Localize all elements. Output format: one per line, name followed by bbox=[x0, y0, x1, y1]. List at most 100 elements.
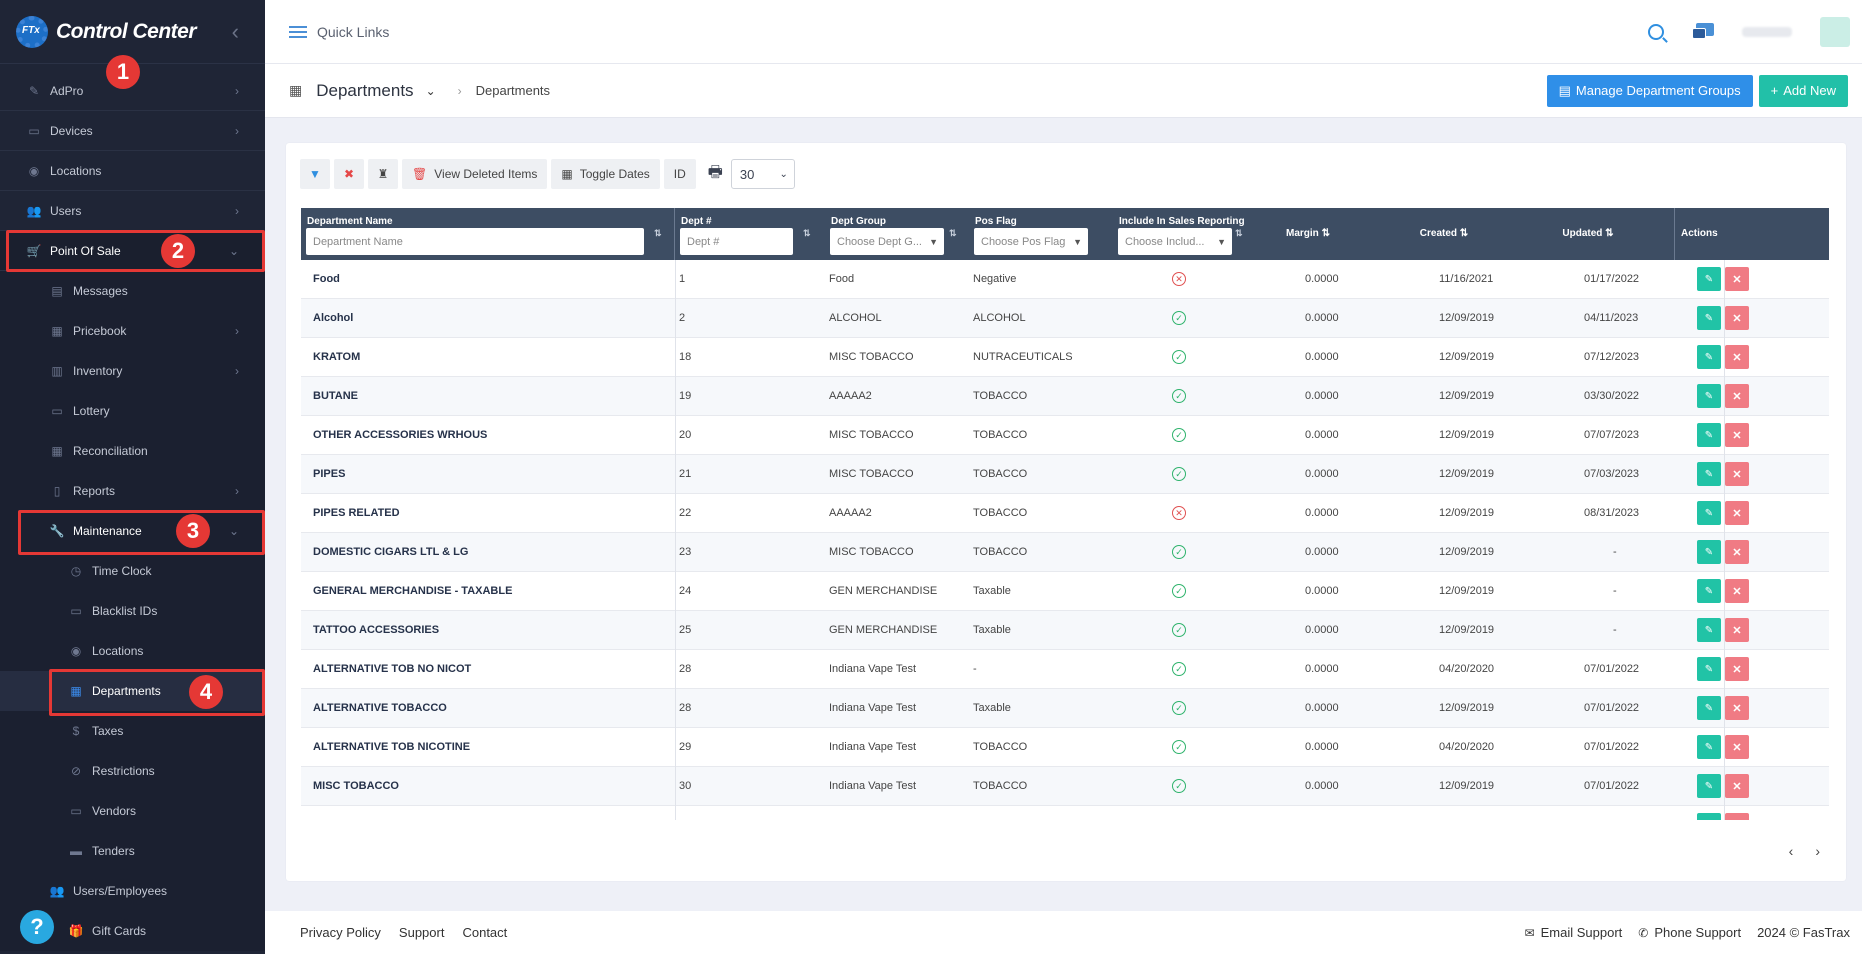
sidebar-item-lottery[interactable]: ▭ Lottery bbox=[0, 391, 265, 431]
sidebar-item-restrictions[interactable]: ⊘ Restrictions bbox=[0, 751, 265, 791]
avatar[interactable] bbox=[1820, 16, 1850, 47]
include-filter-select[interactable]: Choose Includ... ▼ bbox=[1118, 228, 1232, 255]
edit-button[interactable]: ✎ bbox=[1697, 774, 1721, 798]
table-row[interactable]: Alcohol 2 ALCOHOL ALCOHOL ✓ 0.0000 12/09/2019 0… bbox=[301, 299, 1829, 338]
department-name[interactable]: DOMESTIC CIGARS LTL & LG bbox=[313, 546, 469, 558]
table-row[interactable]: TATTOO ACCESSORIES 25 GEN MERCHANDISE Taxab… bbox=[301, 611, 1829, 650]
table-row[interactable]: ALTERNATIVE TOB NICOTINE 29 Indiana Vape T… bbox=[301, 728, 1829, 767]
delete-button[interactable]: ✕ bbox=[1725, 267, 1749, 291]
sort-icon[interactable]: ⇅ bbox=[1235, 228, 1243, 238]
edit-button[interactable]: ✎ bbox=[1697, 540, 1721, 564]
edit-button[interactable]: ✎ bbox=[1697, 657, 1721, 681]
delete-button[interactable]: ✕ bbox=[1725, 540, 1749, 564]
delete-button[interactable]: ✕ bbox=[1725, 501, 1749, 525]
sidebar-item-users-employees[interactable]: 👥 Users/Employees bbox=[0, 871, 265, 911]
sidebar-item-reports[interactable]: ▯ Reports › bbox=[0, 471, 265, 511]
sidebar-item-maint-locations[interactable]: ◉ Locations bbox=[0, 631, 265, 671]
sidebar-item-pricebook[interactable]: ▦ Pricebook › bbox=[0, 311, 265, 351]
id-button[interactable]: ID bbox=[663, 159, 696, 189]
search-icon[interactable] bbox=[1648, 23, 1664, 40]
table-row[interactable]: OTHER ACCESSORIES WRHOUS 20 MISC TOBACCO TO… bbox=[301, 416, 1829, 455]
department-name[interactable]: ALTERNATIVE TOBACCO bbox=[313, 702, 447, 714]
sidebar-item-time-clock[interactable]: ◷ Time Clock bbox=[0, 551, 265, 591]
department-name[interactable]: OTHER ACCESSORIES WRHOUS bbox=[313, 429, 488, 441]
sidebar-item-reconciliation[interactable]: ▦ Reconciliation bbox=[0, 431, 265, 471]
menu-icon[interactable] bbox=[289, 23, 307, 41]
delete-button[interactable]: ✕ bbox=[1725, 579, 1749, 603]
user-name[interactable] bbox=[1742, 26, 1792, 37]
support-link[interactable]: Support bbox=[398, 925, 445, 940]
table-row[interactable]: PIPES RELATED 22 AAAAA2 TOBACCO ✕ 0.0000 12/09… bbox=[301, 494, 1829, 533]
edit-button[interactable]: ✎ bbox=[1697, 462, 1721, 486]
help-button[interactable]: ? bbox=[20, 910, 54, 944]
sidebar-item-maintenance[interactable]: 🔧 Maintenance ⌄ bbox=[0, 511, 265, 551]
toggle-dates-button[interactable]: ▦ Toggle Dates bbox=[551, 159, 660, 189]
table-row[interactable]: MISC TOBACCO 30 Indiana Vape Test TOBACCO ✓ 0… bbox=[301, 767, 1829, 806]
table-row[interactable]: KRATOM 18 MISC TOBACCO NUTRACEUTICALS ✓ 0.000… bbox=[301, 338, 1829, 377]
edit-button[interactable]: ✎ bbox=[1697, 306, 1721, 330]
column-updated[interactable]: Updated ⇅ bbox=[1519, 208, 1675, 260]
sidebar-item-inventory[interactable]: ▥ Inventory › bbox=[0, 351, 265, 391]
column-created[interactable]: Created ⇅ bbox=[1369, 208, 1519, 260]
delete-button[interactable]: ✕ bbox=[1725, 618, 1749, 642]
department-name[interactable]: Food bbox=[313, 273, 340, 285]
edit-button[interactable]: ✎ bbox=[1697, 501, 1721, 525]
table-row[interactable]: ALTERNATIVE TOBACCO 28 Indiana Vape Test Ta… bbox=[301, 689, 1829, 728]
sidebar-item-blacklist-ids[interactable]: ▭ Blacklist IDs bbox=[0, 591, 265, 631]
clear-filter-button[interactable]: ✖ bbox=[334, 159, 364, 189]
edit-button[interactable]: ✎ bbox=[1697, 618, 1721, 642]
table-row[interactable]: BUTANE 19 AAAAA2 TOBACCO ✓ 0.0000 12/09/2019 03… bbox=[301, 377, 1829, 416]
department-name[interactable]: PIPES bbox=[313, 468, 346, 480]
sidebar-item-adpro[interactable]: ✎ AdPro › bbox=[0, 71, 265, 111]
quick-links[interactable]: Quick Links bbox=[317, 23, 390, 40]
edit-button[interactable]: ✎ bbox=[1697, 735, 1721, 759]
delete-button[interactable]: ✕ bbox=[1725, 696, 1749, 720]
department-name[interactable]: ALTERNATIVE TOB NICOTINE bbox=[313, 741, 471, 753]
department-name[interactable]: Alcohol bbox=[313, 312, 354, 324]
add-new-button[interactable]: + Add New bbox=[1758, 74, 1848, 107]
sort-icon[interactable]: ⇅ bbox=[949, 228, 957, 238]
phone-support-link[interactable]: ✆ Phone Support bbox=[1638, 925, 1742, 940]
edit-button[interactable] bbox=[1697, 813, 1721, 820]
table-row[interactable]: DOMESTIC CIGARS LTL & LG 23 MISC TOBACCO TO… bbox=[301, 533, 1829, 572]
department-name-filter-input[interactable]: Department Name bbox=[306, 228, 644, 255]
edit-button[interactable]: ✎ bbox=[1697, 696, 1721, 720]
edit-button[interactable]: ✎ bbox=[1697, 423, 1721, 447]
dept-num-filter-input[interactable]: Dept # bbox=[680, 228, 793, 255]
table-row[interactable]: GENERAL MERCHANDISE - TAXABLE 24 GEN MERCH… bbox=[301, 572, 1829, 611]
department-name[interactable]: KRATOM bbox=[313, 351, 361, 363]
table-row[interactable]: ALTERNATIVE TOB NO NICOT 28 Indiana Vape T… bbox=[301, 650, 1829, 689]
sidebar-item-locations[interactable]: ◉ Locations bbox=[0, 151, 265, 191]
incognito-button[interactable]: ♜ bbox=[368, 159, 398, 189]
delete-button[interactable]: ✕ bbox=[1725, 306, 1749, 330]
department-name[interactable]: MISC TOBACCO bbox=[313, 780, 399, 792]
delete-button[interactable]: ✕ bbox=[1725, 735, 1749, 759]
delete-button[interactable]: ✕ bbox=[1725, 423, 1749, 447]
department-name[interactable]: GENERAL MERCHANDISE - TAXABLE bbox=[313, 585, 513, 597]
department-name[interactable]: TATTOO ACCESSORIES bbox=[313, 624, 440, 636]
collapse-sidebar-icon[interactable]: ‹ bbox=[231, 18, 239, 44]
sidebar-item-vendors[interactable]: ▭ Vendors bbox=[0, 791, 265, 831]
view-deleted-button[interactable]: 🗑 View Deleted Items bbox=[402, 159, 548, 189]
table-row[interactable]: Food 1 Food Negative ✕ 0.0000 11/16/2021 01/17/… bbox=[301, 260, 1829, 299]
table-row[interactable] bbox=[301, 806, 1829, 820]
edit-button[interactable]: ✎ bbox=[1697, 384, 1721, 408]
next-page-icon[interactable]: › bbox=[1815, 843, 1820, 859]
monitor-icon[interactable] bbox=[1692, 22, 1714, 41]
manage-department-groups-button[interactable]: ▤ Manage Department Groups bbox=[1546, 74, 1753, 107]
delete-button[interactable]: ✕ bbox=[1725, 345, 1749, 369]
edit-button[interactable]: ✎ bbox=[1697, 579, 1721, 603]
delete-button[interactable]: ✕ bbox=[1725, 384, 1749, 408]
prev-page-icon[interactable]: ‹ bbox=[1788, 843, 1794, 859]
department-name[interactable]: ALTERNATIVE TOB NO NICOT bbox=[313, 663, 472, 675]
sidebar-item-tenders[interactable]: ▬ Tenders bbox=[0, 831, 265, 871]
page-size-select[interactable]: 30 ⌄ bbox=[730, 159, 795, 189]
sidebar-item-devices[interactable]: ▭ Devices › bbox=[0, 111, 265, 151]
delete-button[interactable]: ✕ bbox=[1725, 462, 1749, 486]
delete-button[interactable] bbox=[1725, 813, 1749, 820]
sort-icon[interactable]: ⇅ bbox=[654, 228, 662, 238]
sidebar-item-users[interactable]: 👥 Users › bbox=[0, 191, 265, 231]
sidebar-item-point-of-sale[interactable]: 🛒 Point Of Sale ⌄ bbox=[0, 231, 265, 271]
print-icon[interactable]: 🖶 bbox=[707, 163, 723, 181]
contact-link[interactable]: Contact bbox=[462, 925, 508, 940]
